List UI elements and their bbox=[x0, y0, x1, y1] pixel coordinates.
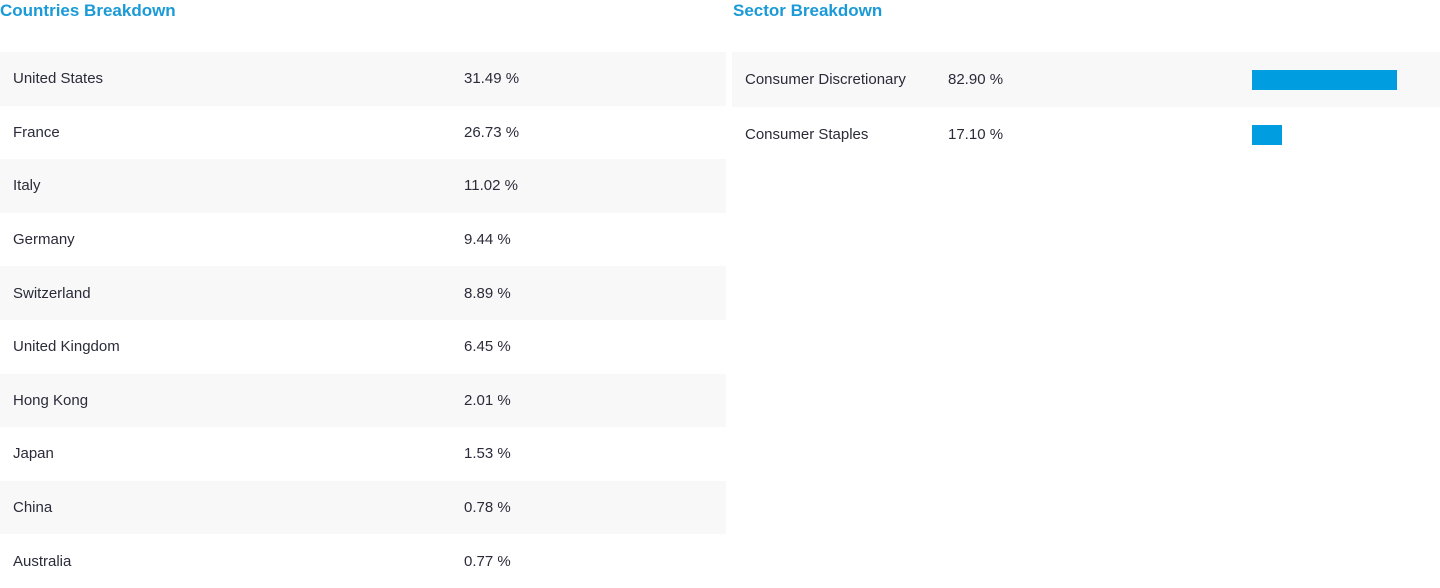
country-value: 6.45 % bbox=[464, 338, 511, 356]
country-name: Hong Kong bbox=[13, 391, 89, 409]
country-value: 0.78 % bbox=[464, 499, 511, 517]
country-name: Italy bbox=[13, 177, 41, 195]
country-value: 2.01 % bbox=[464, 391, 511, 409]
sector-breakdown-title: Sector Breakdown bbox=[733, 1, 883, 20]
sector-value: 17.10 % bbox=[948, 126, 1004, 143]
country-value: 11.02 % bbox=[464, 177, 518, 195]
country-value: 0.77 % bbox=[464, 552, 511, 570]
sector-table: Consumer Discretionary 82.90 % Consumer … bbox=[732, 52, 1440, 162]
country-row: Switzerland 8.89 % bbox=[0, 266, 726, 320]
country-row: United Kingdom 6.45 % bbox=[0, 320, 726, 374]
country-row: France 26.73 % bbox=[0, 106, 726, 160]
country-value: 9.44 % bbox=[464, 231, 511, 249]
country-value: 8.89 % bbox=[464, 284, 511, 302]
country-value: 1.53 % bbox=[464, 445, 511, 463]
sector-bar bbox=[1252, 69, 1398, 90]
sector-name: Consumer Staples bbox=[745, 126, 869, 143]
sector-name: Consumer Discretionary bbox=[745, 71, 906, 88]
country-value: 26.73 % bbox=[464, 123, 520, 141]
country-name: Germany bbox=[13, 231, 75, 249]
country-row: Germany 9.44 % bbox=[0, 213, 726, 267]
country-row: Hong Kong 2.01 % bbox=[0, 373, 726, 428]
country-name: France bbox=[13, 123, 60, 141]
countries-breakdown-title: Countries Breakdown bbox=[0, 1, 176, 20]
country-row: United States 31.49 % bbox=[0, 52, 726, 106]
country-value: 31.49 % bbox=[464, 70, 520, 88]
country-name: United Kingdom bbox=[13, 338, 120, 356]
country-name: United States bbox=[13, 70, 104, 88]
sector-value: 82.90 % bbox=[948, 71, 1004, 88]
sector-row: Consumer Staples 17.10 % bbox=[732, 107, 1440, 162]
countries-table: United States 31.49 % France 26.73 % Ita… bbox=[0, 52, 726, 588]
country-row: Australia 0.77 % bbox=[0, 534, 726, 588]
country-name: Japan bbox=[13, 445, 54, 463]
country-name: China bbox=[13, 499, 53, 517]
country-row: Italy 11.02 % bbox=[0, 159, 726, 213]
country-row: Japan 1.53 % bbox=[0, 427, 726, 481]
country-name: Australia bbox=[13, 552, 72, 570]
sector-row: Consumer Discretionary 82.90 % bbox=[732, 52, 1440, 107]
country-row: China 0.78 % bbox=[0, 480, 726, 535]
country-name: Switzerland bbox=[13, 284, 91, 302]
sector-bar bbox=[1252, 124, 1282, 145]
